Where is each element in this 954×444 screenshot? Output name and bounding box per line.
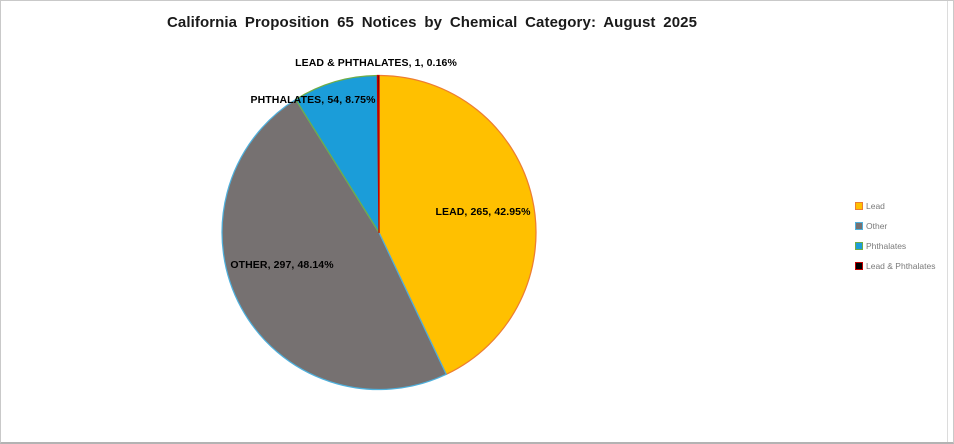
data-label-other: OTHER, 297, 48.14% [230, 259, 334, 271]
legend-item-lead: Lead [855, 200, 935, 211]
data-label-lead-phthalates: LEAD & PHTHALATES, 1, 0.16% [295, 57, 457, 69]
legend-label-lead-phthalates: Lead & Phthalates [866, 260, 936, 271]
chart-legend: Lead Other Phthalates Lead & Phthalates [855, 201, 935, 281]
pie-slice-lead-phthalates [376, 74, 380, 234]
chart-frame-divider [947, 1, 948, 442]
legend-swatch-lead-icon [855, 201, 863, 210]
legend-item-lead-phthalates: Lead & Phthalates [855, 260, 936, 271]
legend-item-other: Other [855, 220, 935, 231]
data-label-phthalates: PHTHALATES, 54, 8.75% [250, 94, 376, 106]
pie-slice-lead [378, 74, 537, 375]
legend-label-phthalates: Phthalates [866, 240, 907, 251]
legend-swatch-other-icon [855, 221, 863, 230]
legend-label-other: Other [866, 220, 888, 231]
pie-slice-other [221, 98, 447, 391]
data-label-lead: LEAD, 265, 42.95% [435, 206, 531, 218]
legend-swatch-lead-phthalates-icon [855, 261, 863, 270]
legend-item-phthalates: Phthalates [855, 240, 935, 251]
pie-slice-phthalates [295, 74, 380, 234]
legend-swatch-phthalates-icon [855, 241, 863, 250]
chart-title: California Proposition 65 Notices by Che… [166, 14, 698, 31]
legend-label-lead: Lead [866, 200, 885, 211]
